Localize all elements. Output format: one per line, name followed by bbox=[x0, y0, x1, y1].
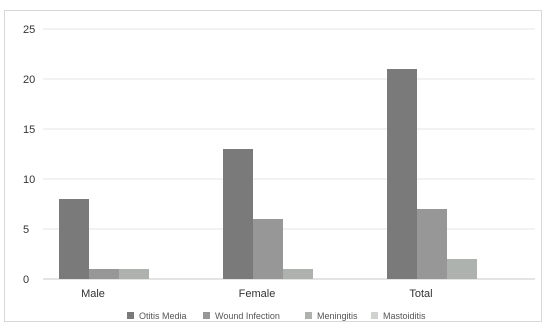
bar-chart: 0 5 10 15 20 25 Male Female Total Otitis Media W… bbox=[23, 24, 535, 321]
bar-meningitis-total bbox=[447, 259, 477, 279]
x-axis-category-labels: Male Female Total bbox=[81, 288, 433, 300]
legend-label: Meningitis bbox=[317, 311, 358, 321]
legend-swatch bbox=[127, 312, 134, 319]
bar-wound-infection-female bbox=[253, 219, 283, 279]
x-category-label: Male bbox=[81, 288, 105, 300]
y-tick-label: 10 bbox=[23, 174, 35, 186]
y-tick-label: 0 bbox=[23, 274, 29, 286]
bar-wound-infection-total bbox=[417, 209, 447, 279]
legend-swatch bbox=[305, 312, 312, 319]
bar-otitis-media-male bbox=[59, 199, 89, 279]
legend-label: Otitis Media bbox=[139, 311, 187, 321]
legend: Otitis Media Wound Infection Meningitis Mas… bbox=[127, 311, 426, 321]
legend-label: Wound Infection bbox=[215, 311, 280, 321]
y-tick-label: 20 bbox=[23, 74, 35, 86]
y-tick-label: 15 bbox=[23, 124, 35, 136]
bar-otitis-media-female bbox=[223, 149, 253, 279]
bars bbox=[59, 69, 477, 279]
bar-otitis-media-total bbox=[387, 69, 417, 279]
legend-swatch bbox=[371, 312, 378, 319]
bar-meningitis-female bbox=[283, 269, 313, 279]
y-tick-label: 5 bbox=[23, 224, 29, 236]
legend-label: Mastoiditis bbox=[383, 311, 426, 321]
bar-wound-infection-male bbox=[89, 269, 119, 279]
legend-swatch bbox=[203, 312, 210, 319]
x-category-label: Total bbox=[409, 288, 432, 300]
bar-meningitis-male bbox=[119, 269, 149, 279]
x-category-label: Female bbox=[239, 288, 276, 300]
gridlines bbox=[43, 28, 535, 280]
y-axis-tick-labels: 0 5 10 15 20 25 bbox=[23, 24, 35, 286]
chart-frame: 0 5 10 15 20 25 Male Female Total Otitis Media W… bbox=[4, 10, 542, 322]
y-tick-label: 25 bbox=[23, 24, 35, 36]
